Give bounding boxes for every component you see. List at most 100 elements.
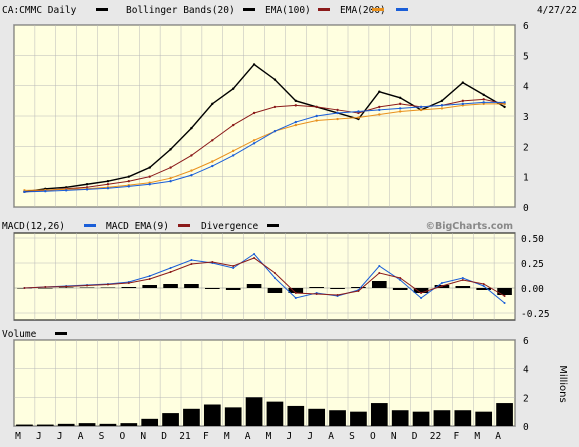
date-label: 4/27/22 [537,5,577,16]
price-y-tick-label: 0 [523,203,529,214]
price-point [336,111,339,115]
x-tick-label: J [36,431,42,442]
macd-point [294,297,297,299]
price-point [503,105,506,109]
price-point [357,116,360,119]
volume-bar [370,403,388,426]
macd-point [273,272,276,274]
macd-y-tick-label: 0.50 [521,234,544,245]
volume-grid [13,339,516,427]
macd-point [190,259,193,261]
price-legend-ema100: EMA(100) [265,5,311,16]
volume-bar [57,423,75,426]
price-point [294,99,298,103]
x-tick-label: S [99,431,105,442]
volume-bar [433,410,451,426]
price-legend-ema200: EMA(200) [340,5,386,16]
price-point [211,164,214,168]
price-point [273,78,277,81]
price-point [336,108,339,112]
divergence-bar [330,288,345,289]
price-point [85,183,89,186]
volume-bar [36,424,54,426]
macd-series-line-1 [24,257,505,297]
volume-bar [496,403,513,426]
price-point [378,90,381,93]
price-point [294,104,298,107]
macd-point [482,283,485,285]
x-tick-label: O [120,431,126,442]
price-point [273,129,277,133]
macd-point [253,257,256,259]
volume-bar [203,404,221,426]
price-point [127,185,131,188]
macd-point [420,292,423,294]
price-point [378,105,381,109]
price-legend-swatch-blue [396,8,408,11]
x-tick-label: F [454,431,460,442]
price-point [44,190,47,193]
price-point [503,101,506,104]
macd-point [315,293,318,295]
volume-bar [454,410,472,426]
volume-bar [350,411,367,426]
price-point [190,169,193,172]
x-tick-label: A [245,431,251,442]
price-legend-swatch-symbol [96,8,108,11]
macd-point [148,278,151,280]
macd-point [440,282,443,284]
price-point [211,160,214,163]
macd-series [17,253,512,304]
price-point [190,126,193,130]
price-point [252,111,256,115]
volume-y-tick-label: 2 [523,393,529,404]
x-tick-label: J [287,431,293,442]
volume-y-tick-labels: 0 2 4 6 [523,336,529,433]
price-series-line-0 [24,63,505,193]
macd-point [378,265,381,267]
price-point [127,175,131,178]
price-legend-swatch-ema200 [372,8,384,11]
volume-bar [162,413,179,426]
x-axis-month-labels: M J J A S O N D 21 F M A M J J A S O N D 22 F M A [15,431,501,442]
volume-bar [78,423,96,426]
volume-bar [120,423,138,426]
divergence-bar [267,288,283,293]
volume-bar [224,407,242,426]
divergence-bar [142,285,157,288]
price-point [378,108,381,112]
x-tick-label: J [307,431,313,442]
macd-point [169,267,172,269]
x-tick-label: M [224,431,230,442]
price-series-line-2 [24,103,505,191]
volume-legend: Volume [2,329,37,340]
x-tick-label: M [266,431,272,442]
price-point [294,123,298,127]
divergence-bar [38,288,53,289]
volume-bar [16,424,33,426]
macd-point [461,277,464,279]
price-point [315,105,318,109]
divergence-bar [184,284,199,288]
macd-point [44,286,47,288]
price-point [127,180,131,183]
price-point [398,110,402,113]
macd-y-tick-label: 0.25 [521,259,544,270]
price-point [23,190,26,194]
x-tick-label: A [495,431,501,442]
price-legend-swatch-bollinger [243,8,255,11]
price-point [419,105,423,109]
price-series-line-3 [24,101,505,193]
price-point [419,108,423,112]
macd-point [336,294,339,296]
macd-y-tick-labels: 0.50 0.25 0.00 -0.25 [521,234,550,320]
macd-point [399,279,402,281]
price-legend-symbol: CA:CMMC Daily [2,5,77,16]
macd-y-tick-label: -0.25 [521,309,550,320]
macd-point [482,285,485,287]
x-tick-label: 22 [430,431,441,442]
volume-bar [308,408,326,426]
x-tick-label: 21 [179,431,191,442]
macd-point [440,285,443,287]
